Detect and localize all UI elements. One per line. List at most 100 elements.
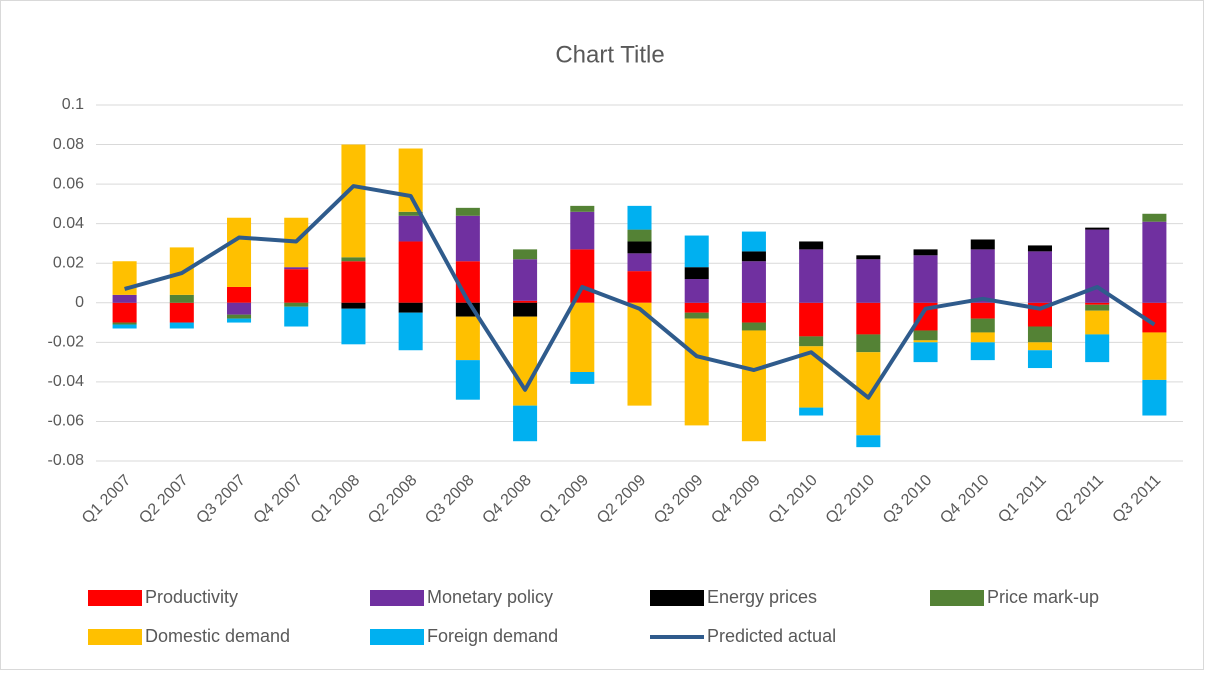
legend-swatch: [930, 590, 984, 606]
bar-segment: [684, 302, 709, 313]
bar-segment: [1142, 379, 1167, 416]
bar-segment: [913, 342, 938, 363]
bar-segment: [169, 302, 194, 323]
bar-segment: [398, 312, 423, 351]
bar-segment: [169, 294, 194, 303]
legend-label: Monetary policy: [427, 587, 553, 607]
bar-segment: [227, 302, 252, 315]
bar-segment: [627, 253, 652, 272]
bar-segment: [398, 215, 423, 242]
bar-segment: [398, 241, 423, 303]
bar-segment: [970, 249, 995, 303]
bar-segment: [970, 332, 995, 343]
bar-segment: [455, 360, 480, 400]
bar-segment: [684, 312, 709, 319]
bar-segment: [856, 259, 881, 303]
chart-title: Chart Title: [555, 41, 664, 68]
bar-segment: [799, 249, 824, 303]
bar-segment: [741, 302, 766, 323]
bar-segment: [970, 318, 995, 333]
legend-label: Predicted actual: [707, 626, 836, 646]
bar-segment: [227, 217, 252, 287]
bar-segment: [1142, 213, 1167, 222]
bar-segment: [741, 261, 766, 303]
bar-segment: [684, 267, 709, 280]
bar-segment: [913, 249, 938, 256]
bar-segment: [684, 318, 709, 426]
bar-segment: [970, 239, 995, 250]
y-tick-label: 0.06: [53, 175, 84, 192]
bar-segment: [398, 148, 423, 212]
legend-label: Energy prices: [707, 587, 817, 607]
bar-segment: [341, 144, 366, 258]
bar-segment: [856, 302, 881, 335]
bar-segment: [570, 249, 595, 303]
bar-segment: [1085, 227, 1110, 230]
bar-segment: [1142, 221, 1167, 303]
bar-segment: [799, 336, 824, 347]
bar-segment: [341, 257, 366, 262]
bar-segment: [627, 241, 652, 254]
bar-segment: [741, 231, 766, 252]
bar-segment: [799, 241, 824, 250]
bar-segment: [627, 271, 652, 303]
bar-segment: [513, 249, 538, 260]
bar-segment: [398, 211, 423, 216]
bar-segment: [684, 235, 709, 268]
bar-segment: [684, 279, 709, 303]
y-tick-label: 0.04: [53, 215, 84, 232]
bar-segment: [856, 352, 881, 436]
bar-segment: [284, 269, 309, 303]
bar-segment: [741, 330, 766, 442]
legend-swatch: [650, 590, 704, 606]
line-series: [124, 184, 1156, 400]
bar-segment: [741, 251, 766, 262]
bar-segment: [741, 322, 766, 331]
legend-label: Domestic demand: [145, 626, 290, 646]
legend-swatch: [88, 629, 142, 645]
bar-segment: [112, 261, 137, 295]
bar-segment: [1085, 302, 1110, 305]
bar-segment: [227, 286, 252, 303]
bar-segment: [1085, 310, 1110, 335]
bar-segment: [169, 322, 194, 329]
bar-segment: [913, 255, 938, 303]
bar-segment: [627, 302, 652, 406]
bar-segment: [455, 215, 480, 262]
bar-segment: [627, 205, 652, 230]
legend-swatch: [370, 590, 424, 606]
bar-segment: [570, 372, 595, 384]
bar-segment: [112, 294, 137, 303]
bar-segment: [970, 302, 995, 319]
y-tick-label: 0.1: [62, 96, 84, 113]
bar-segment: [513, 316, 538, 406]
bar-segment: [856, 255, 881, 260]
bar-segment: [227, 318, 252, 323]
bar-segment: [513, 302, 538, 317]
y-tick-label: 0: [75, 294, 84, 311]
bar-segment: [1027, 245, 1052, 252]
bar-segment: [856, 435, 881, 448]
bar-segment: [570, 205, 595, 212]
bar-segment: [1085, 304, 1110, 311]
bar-segment: [1027, 251, 1052, 303]
y-tick-label: -0.06: [48, 413, 85, 430]
bar-segment: [1142, 332, 1167, 380]
bar-segment: [284, 302, 309, 307]
bar-segment: [455, 316, 480, 361]
bar-segment: [1027, 350, 1052, 369]
bar-segment: [913, 340, 938, 343]
bar-segment: [341, 261, 366, 303]
legend-swatch: [370, 629, 424, 645]
bar-segment: [284, 306, 309, 327]
bar-segment: [799, 302, 824, 337]
legend-label: Productivity: [145, 587, 238, 607]
bar-segment: [227, 314, 252, 319]
bar-segment: [627, 229, 652, 242]
y-tick-label: -0.02: [48, 334, 85, 351]
bar-segment: [284, 267, 309, 270]
bar-segment: [341, 308, 366, 345]
bar-segment: [112, 302, 137, 323]
